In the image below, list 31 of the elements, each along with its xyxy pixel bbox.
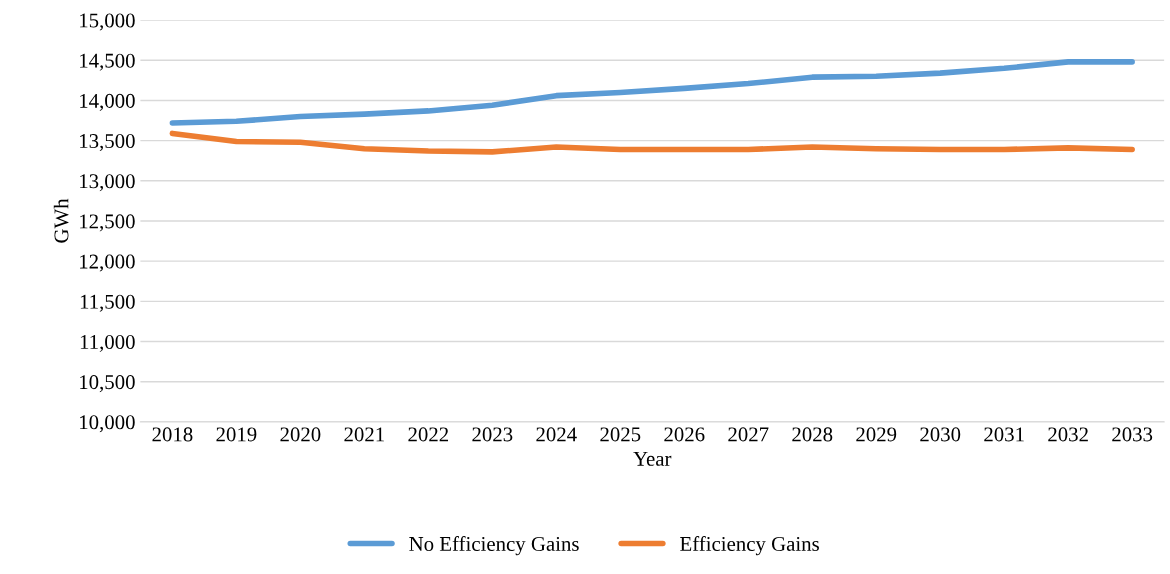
y-tick-label: 13,500 (80, 134, 135, 152)
y-tick-label: 10,000 (80, 415, 135, 433)
y-tick-label: 11,500 (80, 294, 135, 312)
x-tick-label: 2029 (856, 427, 897, 442)
x-tick-label: 2033 (1112, 427, 1153, 442)
y-tick-label: 11,000 (80, 334, 135, 352)
y-tick-label: 10,500 (80, 375, 135, 393)
y-tick-label: 15,000 (80, 13, 135, 31)
x-tick-label: 2018 (152, 427, 193, 442)
x-tick-label: 2028 (792, 427, 833, 442)
x-tick-label: 2031 (984, 427, 1024, 442)
y-tick-label: 14,000 (80, 93, 135, 111)
x-tick-label: 2021 (344, 427, 384, 442)
y-axis-title: GWh (53, 198, 69, 243)
x-tick-label: 2030 (920, 427, 961, 442)
x-tick-label: 2026 (664, 427, 705, 442)
x-tick-label: 2032 (1048, 427, 1088, 442)
legend-label: Efficiency Gains (680, 536, 819, 556)
y-tick-label: 12,000 (80, 254, 135, 272)
x-tick-label: 2027 (728, 427, 769, 442)
x-tick-label: 2020 (280, 427, 321, 442)
x-axis-title: Year (633, 452, 672, 466)
x-tick-label: 2025 (600, 427, 641, 442)
legend-label: No Efficiency Gains (409, 536, 579, 556)
x-tick-label: 2022 (408, 427, 449, 442)
x-tick-label: 2023 (472, 427, 513, 442)
y-tick-label: 13,000 (80, 174, 135, 192)
x-tick-label: 2019 (216, 427, 257, 442)
y-tick-label: 14,500 (80, 53, 135, 71)
x-tick-label: 2024 (536, 427, 577, 442)
y-tick-label: 12,500 (80, 214, 135, 232)
